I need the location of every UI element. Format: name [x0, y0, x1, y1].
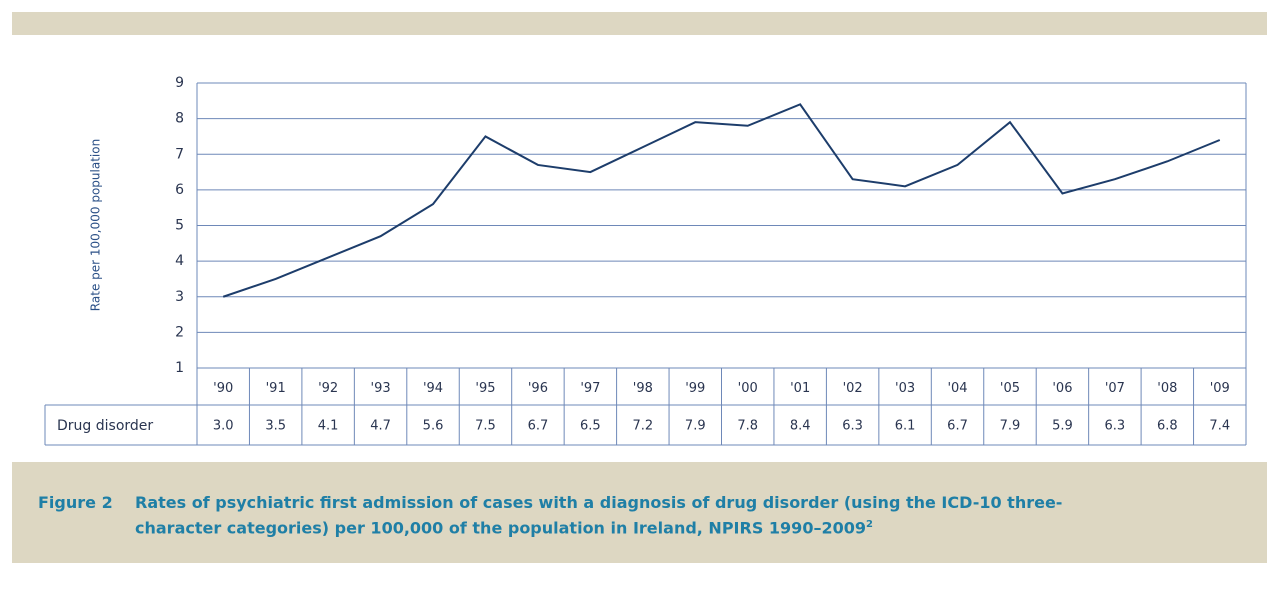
y-tick-label: 3: [175, 289, 184, 305]
table-value: 6.7: [528, 419, 549, 434]
y-tick-label: 8: [175, 111, 184, 127]
y-tick-label: 1: [175, 360, 184, 376]
table-value: 6.8: [1157, 419, 1178, 434]
table-value: 6.7: [947, 419, 968, 434]
x-tick-label: '90: [213, 381, 233, 396]
table-value: 6.5: [580, 419, 601, 434]
y-tick-label: 5: [175, 218, 184, 234]
table-value: 3.0: [213, 419, 234, 434]
data-line: [222, 103, 1221, 298]
y-axis-label: Rate per 100,000 population: [89, 139, 103, 311]
caption-body: Rates of psychiatric first admission of …: [135, 493, 1063, 538]
table-value: 5.6: [423, 419, 444, 434]
x-tick-label: '07: [1105, 381, 1125, 396]
x-tick-label: '00: [738, 381, 758, 396]
table-value: 6.3: [842, 419, 863, 434]
x-tick-label: '04: [947, 381, 967, 396]
y-tick-label: 4: [175, 253, 184, 269]
x-tick-label: '01: [790, 381, 810, 396]
caption: Figure 2 Rates of psychiatric first admi…: [38, 492, 1238, 539]
x-tick-label: '06: [1052, 381, 1072, 396]
table-value: 7.9: [685, 419, 706, 434]
chart: Rate per 100,000 population 1 2 3 4 5 6 7 8 9 '90…: [44, 75, 1247, 446]
x-tick-label: '03: [895, 381, 915, 396]
x-tick-label: '92: [318, 381, 338, 396]
x-tick-label: '98: [633, 381, 653, 396]
x-tick-label: '93: [371, 381, 391, 396]
caption-note: 2: [865, 519, 873, 530]
table-value: 7.4: [1209, 419, 1230, 434]
table-value: 5.9: [1052, 419, 1073, 434]
x-tick-label: '02: [843, 381, 863, 396]
y-tick-label: 2: [175, 324, 184, 340]
table-value: 7.8: [737, 419, 758, 434]
x-tick-label: '05: [1000, 381, 1020, 396]
table-value: 4.7: [370, 419, 391, 434]
table-value: 3.5: [265, 419, 286, 434]
x-tick-label: '95: [475, 381, 495, 396]
table-value: 6.3: [1105, 419, 1126, 434]
table-value: 8.4: [790, 419, 811, 434]
caption-text: Rates of psychiatric first admission of …: [135, 492, 1125, 539]
table-value: 7.9: [1000, 419, 1021, 434]
top-band: [12, 12, 1267, 35]
table-value: 7.5: [475, 419, 496, 434]
table-value: 4.1: [318, 419, 339, 434]
y-tick-label: 6: [175, 182, 184, 198]
table-value: 6.1: [895, 419, 916, 434]
x-tick-label: '97: [580, 381, 600, 396]
x-tick-label: '91: [266, 381, 286, 396]
x-tick-label: '96: [528, 381, 548, 396]
table-value: 7.2: [632, 419, 653, 434]
x-tick-label: '94: [423, 381, 443, 396]
caption-label: Figure 2: [38, 493, 113, 512]
x-tick-label: '99: [685, 381, 705, 396]
y-tick-label: 7: [175, 146, 184, 162]
caption-band: [12, 462, 1267, 563]
y-tick-label: 9: [175, 75, 184, 91]
series-name: Drug disorder: [57, 418, 153, 434]
x-tick-label: '08: [1157, 381, 1177, 396]
x-tick-label: '09: [1210, 381, 1230, 396]
